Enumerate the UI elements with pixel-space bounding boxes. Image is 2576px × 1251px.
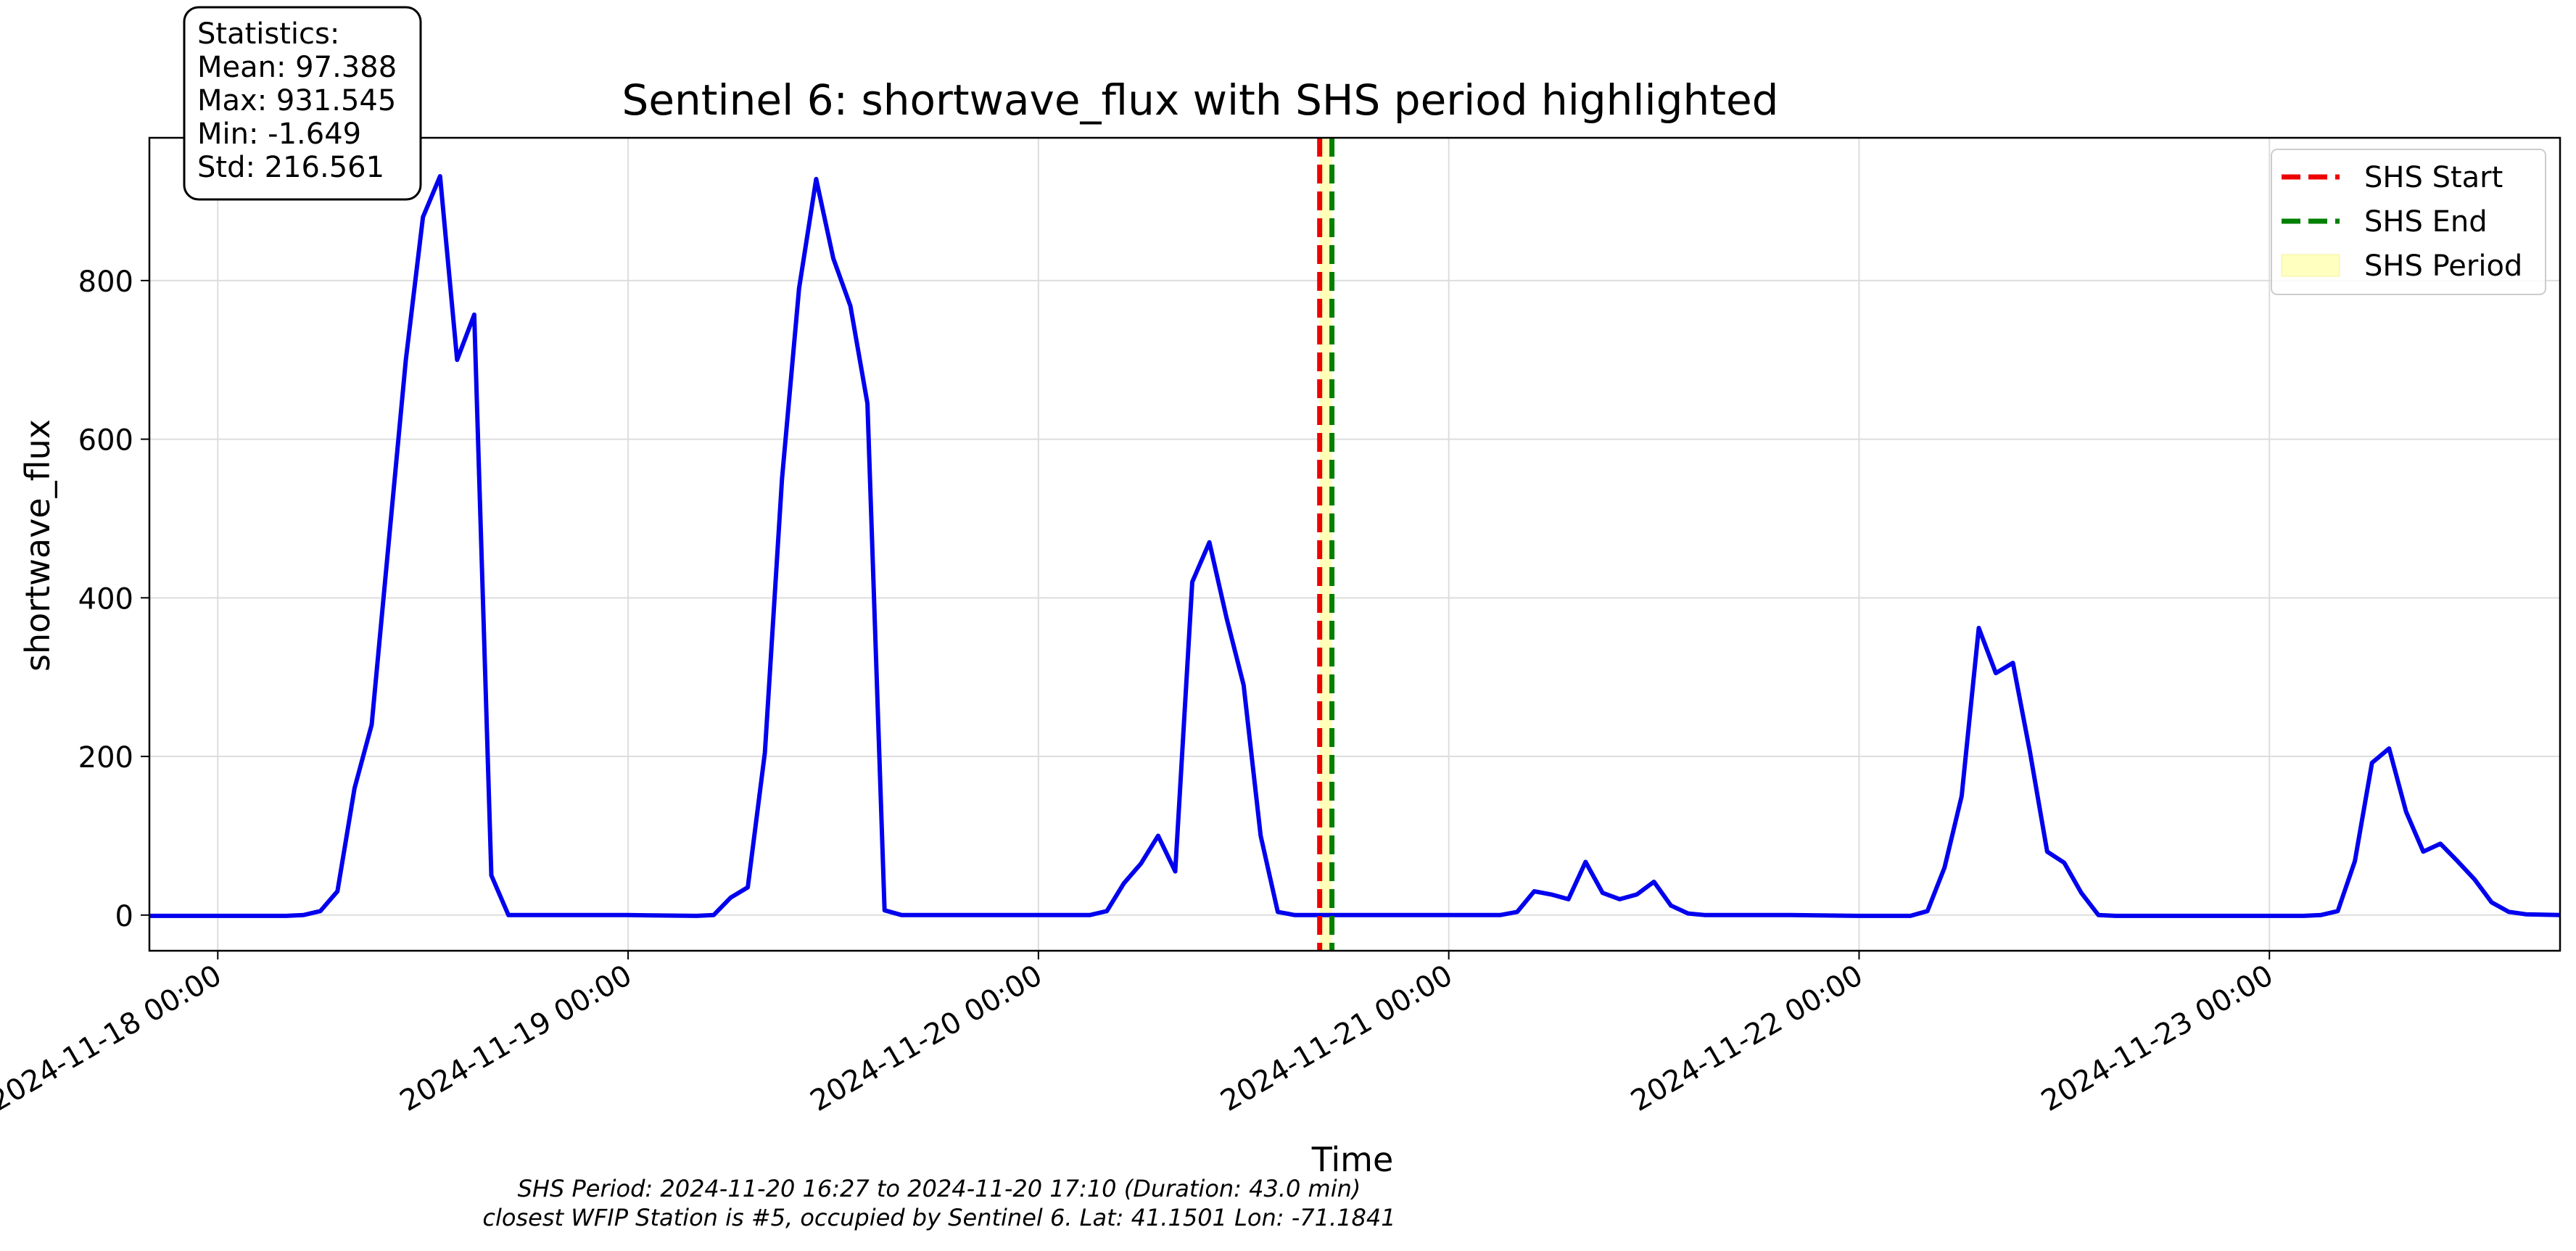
series-layer (149, 174, 2561, 918)
x-tick-label: 2024-11-21 00:00 (1215, 959, 1458, 1118)
statistics-line: Std: 216.561 (197, 151, 384, 184)
axes: 0 200 400 600 800 2024-11-18 00:00 2024-11-19 … (0, 136, 2561, 1118)
x-tick-label: 2024-11-19 00:00 (395, 959, 637, 1118)
legend-label-shs-start: SHS Start (2364, 161, 2503, 194)
y-tick-label: 0 (115, 900, 133, 933)
legend-swatch-shs-period (2281, 254, 2340, 277)
statistics-box-frame (183, 6, 422, 201)
grid-lines (149, 138, 2560, 951)
vline-layer (1317, 138, 1335, 951)
statistics-line: Statistics: (197, 17, 339, 51)
shs-period-span (1319, 138, 1332, 951)
y-tick-label: 200 (78, 741, 133, 775)
x-tick-label: 2024-11-23 00:00 (2036, 959, 2279, 1118)
y-tick-label: 400 (78, 582, 133, 616)
caption-line-2: closest WFIP Station is #5, occupied by … (482, 1204, 1396, 1231)
legend-label-shs-end: SHS End (2364, 205, 2488, 239)
x-tick-label: 2024-11-18 00:00 (0, 959, 227, 1118)
statistics-line: Mean: 97.388 (197, 51, 397, 84)
x-tick-label: 2024-11-20 00:00 (805, 959, 1048, 1118)
x-axis-label: Time (1311, 1140, 1394, 1179)
series-line-shortwave-flux (149, 174, 2561, 918)
plot-frame (148, 136, 2561, 952)
legend-label-shs-period: SHS Period (2364, 249, 2522, 283)
statistics-line: Max: 931.545 (197, 84, 396, 117)
chart-title: Sentinel 6: shortwave_flux with SHS peri… (622, 75, 1779, 125)
y-tick-label: 800 (78, 265, 133, 299)
y-axis-label: shortwave_flux (18, 419, 57, 672)
x-tick-label: 2024-11-22 00:00 (1625, 959, 1868, 1118)
statistics-line: Min: -1.649 (197, 117, 361, 151)
legend: SHS Start SHS End SHS Period (2271, 149, 2546, 295)
shs-span-layer (1319, 138, 1332, 951)
caption-line-1: SHS Period: 2024-11-20 16:27 to 2024-11-… (517, 1175, 1361, 1202)
y-tick-label: 600 (78, 424, 133, 458)
